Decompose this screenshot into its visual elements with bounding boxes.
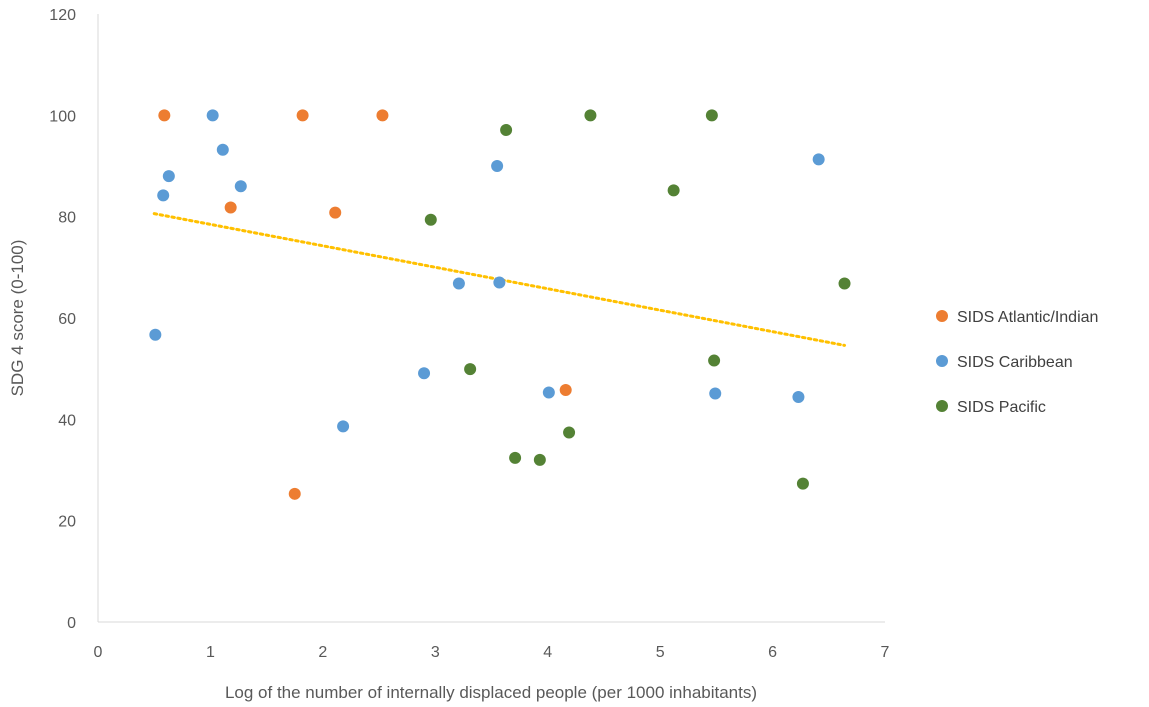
data-point-sids-caribbean bbox=[337, 420, 350, 433]
x-tick-label: 4 bbox=[543, 644, 552, 661]
data-point-sids-atlantic-indian bbox=[288, 487, 301, 500]
data-point-sids-caribbean bbox=[149, 328, 162, 341]
x-tick-label: 0 bbox=[94, 644, 103, 661]
data-point-sids-pacific bbox=[563, 426, 576, 439]
data-point-sids-caribbean bbox=[157, 189, 170, 202]
legend-marker bbox=[936, 355, 948, 367]
x-axis-title: Log of the number of internally displace… bbox=[225, 683, 757, 702]
y-tick-label: 60 bbox=[58, 311, 76, 328]
x-tick-label: 3 bbox=[431, 644, 440, 661]
x-tick-label: 2 bbox=[318, 644, 327, 661]
data-point-sids-pacific bbox=[584, 109, 597, 122]
data-point-sids-atlantic-indian bbox=[158, 109, 171, 122]
data-point-sids-pacific bbox=[708, 354, 721, 367]
data-point-sids-atlantic-indian bbox=[376, 109, 389, 122]
data-point-sids-caribbean bbox=[162, 170, 175, 183]
y-axis-title: SDG 4 score (0-100) bbox=[8, 240, 27, 397]
data-points bbox=[149, 109, 851, 500]
data-point-sids-caribbean bbox=[493, 276, 506, 289]
data-point-sids-caribbean bbox=[792, 391, 805, 404]
legend-marker bbox=[936, 310, 948, 322]
y-tick-label: 0 bbox=[67, 615, 76, 632]
y-tick-label: 120 bbox=[49, 7, 76, 24]
axes bbox=[97, 14, 885, 623]
data-point-sids-pacific bbox=[500, 124, 513, 137]
data-point-sids-pacific bbox=[838, 277, 851, 290]
legend-marker bbox=[936, 400, 948, 412]
legend-label: SIDS Atlantic/Indian bbox=[957, 309, 1098, 326]
y-tick-label: 80 bbox=[58, 210, 76, 227]
data-point-sids-caribbean bbox=[542, 386, 555, 399]
x-tick-label: 7 bbox=[881, 644, 890, 661]
y-tick-label: 100 bbox=[49, 108, 76, 125]
y-tick-label: 20 bbox=[58, 514, 76, 531]
data-point-sids-caribbean bbox=[452, 277, 465, 290]
data-point-sids-caribbean bbox=[491, 160, 504, 172]
y-tick-label: 40 bbox=[58, 412, 76, 429]
data-point-sids-caribbean bbox=[206, 109, 219, 122]
data-point-sids-pacific bbox=[424, 213, 437, 226]
data-point-sids-caribbean bbox=[812, 153, 825, 166]
data-point-sids-caribbean bbox=[418, 367, 431, 380]
legend-label: SIDS Pacific bbox=[957, 399, 1046, 416]
data-point-sids-pacific bbox=[796, 477, 809, 490]
x-tick-label: 5 bbox=[656, 644, 665, 661]
legend-label: SIDS Caribbean bbox=[957, 354, 1073, 371]
data-point-sids-atlantic-indian bbox=[296, 109, 309, 122]
x-tick-label: 6 bbox=[768, 644, 777, 661]
data-point-sids-atlantic-indian bbox=[559, 383, 572, 396]
legend: SIDS Atlantic/Indian SIDS Caribbean SIDS P… bbox=[936, 309, 1098, 416]
x-tick-labels: 0 1 2 3 4 5 6 7 bbox=[94, 644, 890, 661]
data-point-sids-pacific bbox=[705, 109, 718, 122]
x-tick-label: 1 bbox=[206, 644, 215, 661]
data-point-sids-caribbean bbox=[216, 143, 229, 156]
data-point-sids-pacific bbox=[533, 453, 546, 466]
y-tick-labels: 0 20 40 60 80 100 120 bbox=[49, 7, 76, 632]
data-point-sids-pacific bbox=[667, 184, 680, 197]
data-point-sids-caribbean bbox=[234, 180, 247, 193]
data-point-sids-atlantic-indian bbox=[329, 206, 342, 219]
data-point-sids-pacific bbox=[464, 363, 477, 376]
data-point-sids-caribbean bbox=[709, 387, 722, 400]
data-point-sids-pacific bbox=[509, 451, 522, 464]
data-point-sids-atlantic-indian bbox=[224, 201, 237, 214]
